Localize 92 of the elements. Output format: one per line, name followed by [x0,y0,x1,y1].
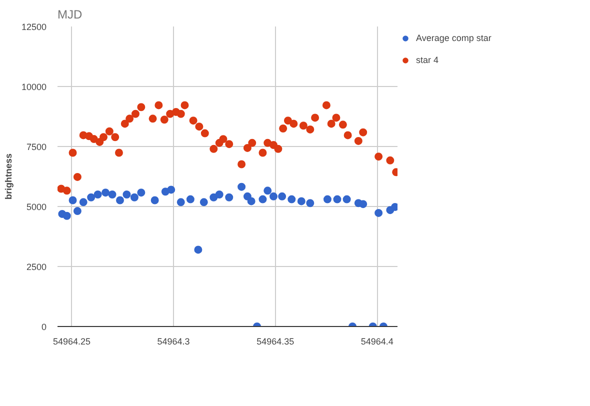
point [108,190,116,198]
point [306,125,314,134]
point [311,114,320,122]
point [73,207,82,216]
point [102,188,110,197]
point [154,101,163,110]
y-tick-label: 2500 [26,262,47,272]
point [327,120,336,128]
point [288,195,296,204]
point [73,172,82,181]
point [122,190,131,198]
point [333,195,342,204]
x-tick-label: 54964.25 [52,336,91,346]
point [167,186,176,194]
chart-title: MJD [58,8,82,22]
point [299,122,308,130]
point [160,116,168,124]
point [126,114,134,123]
point [120,120,129,128]
point [338,120,347,129]
point [137,188,146,197]
point [176,198,185,206]
point [68,196,77,204]
point [359,128,368,136]
point [180,101,189,110]
point [270,192,278,200]
point [284,116,292,125]
point [94,190,102,198]
point [354,136,362,145]
point [210,144,218,153]
point [342,195,351,204]
point [248,138,256,147]
point [306,199,314,208]
x-tick-label: 54964.35 [256,336,294,346]
point [374,152,383,161]
point [62,212,71,220]
point [238,160,246,168]
point [68,148,77,157]
point [219,135,228,144]
legend-label: Average comp star [416,33,492,43]
point [195,122,204,131]
point [148,114,157,123]
point [344,131,352,140]
point [62,186,71,195]
point [150,196,159,204]
legend-label: star 4 [416,55,439,65]
point [386,156,394,164]
y-tick-label: 12500 [21,22,47,32]
point [215,190,224,198]
point [176,110,185,118]
point [200,129,209,138]
y-tick-label: 0 [41,322,47,332]
point [278,192,286,200]
point [194,246,202,254]
point [322,101,330,110]
point [111,133,120,142]
x-tick-label: 54964.4 [360,336,394,346]
y-tick-label: 7500 [26,142,47,152]
point [258,195,267,204]
point [323,195,332,204]
point [258,148,267,157]
y-tick-label: 5000 [26,202,47,212]
y-axis-title: brightness [3,153,14,200]
point [90,135,98,144]
point [87,193,96,202]
point [264,186,272,195]
point [79,198,88,206]
point [105,127,114,136]
point [374,208,383,217]
point [131,110,140,118]
y-tick-label: 10000 [21,82,47,92]
point [116,196,124,204]
point [100,133,108,142]
point [290,120,298,128]
point [225,193,234,202]
point [279,124,288,132]
point [243,144,252,152]
point [200,198,208,206]
point [114,148,123,157]
point [274,144,282,153]
point [238,182,246,191]
point [332,114,340,122]
point [137,103,146,112]
point [186,195,194,204]
point [189,116,198,125]
x-tick-label: 54964.3 [157,336,190,346]
point [210,193,218,202]
point [247,197,256,206]
point [359,200,368,208]
point [130,193,138,202]
point [225,140,234,148]
point [297,197,306,206]
